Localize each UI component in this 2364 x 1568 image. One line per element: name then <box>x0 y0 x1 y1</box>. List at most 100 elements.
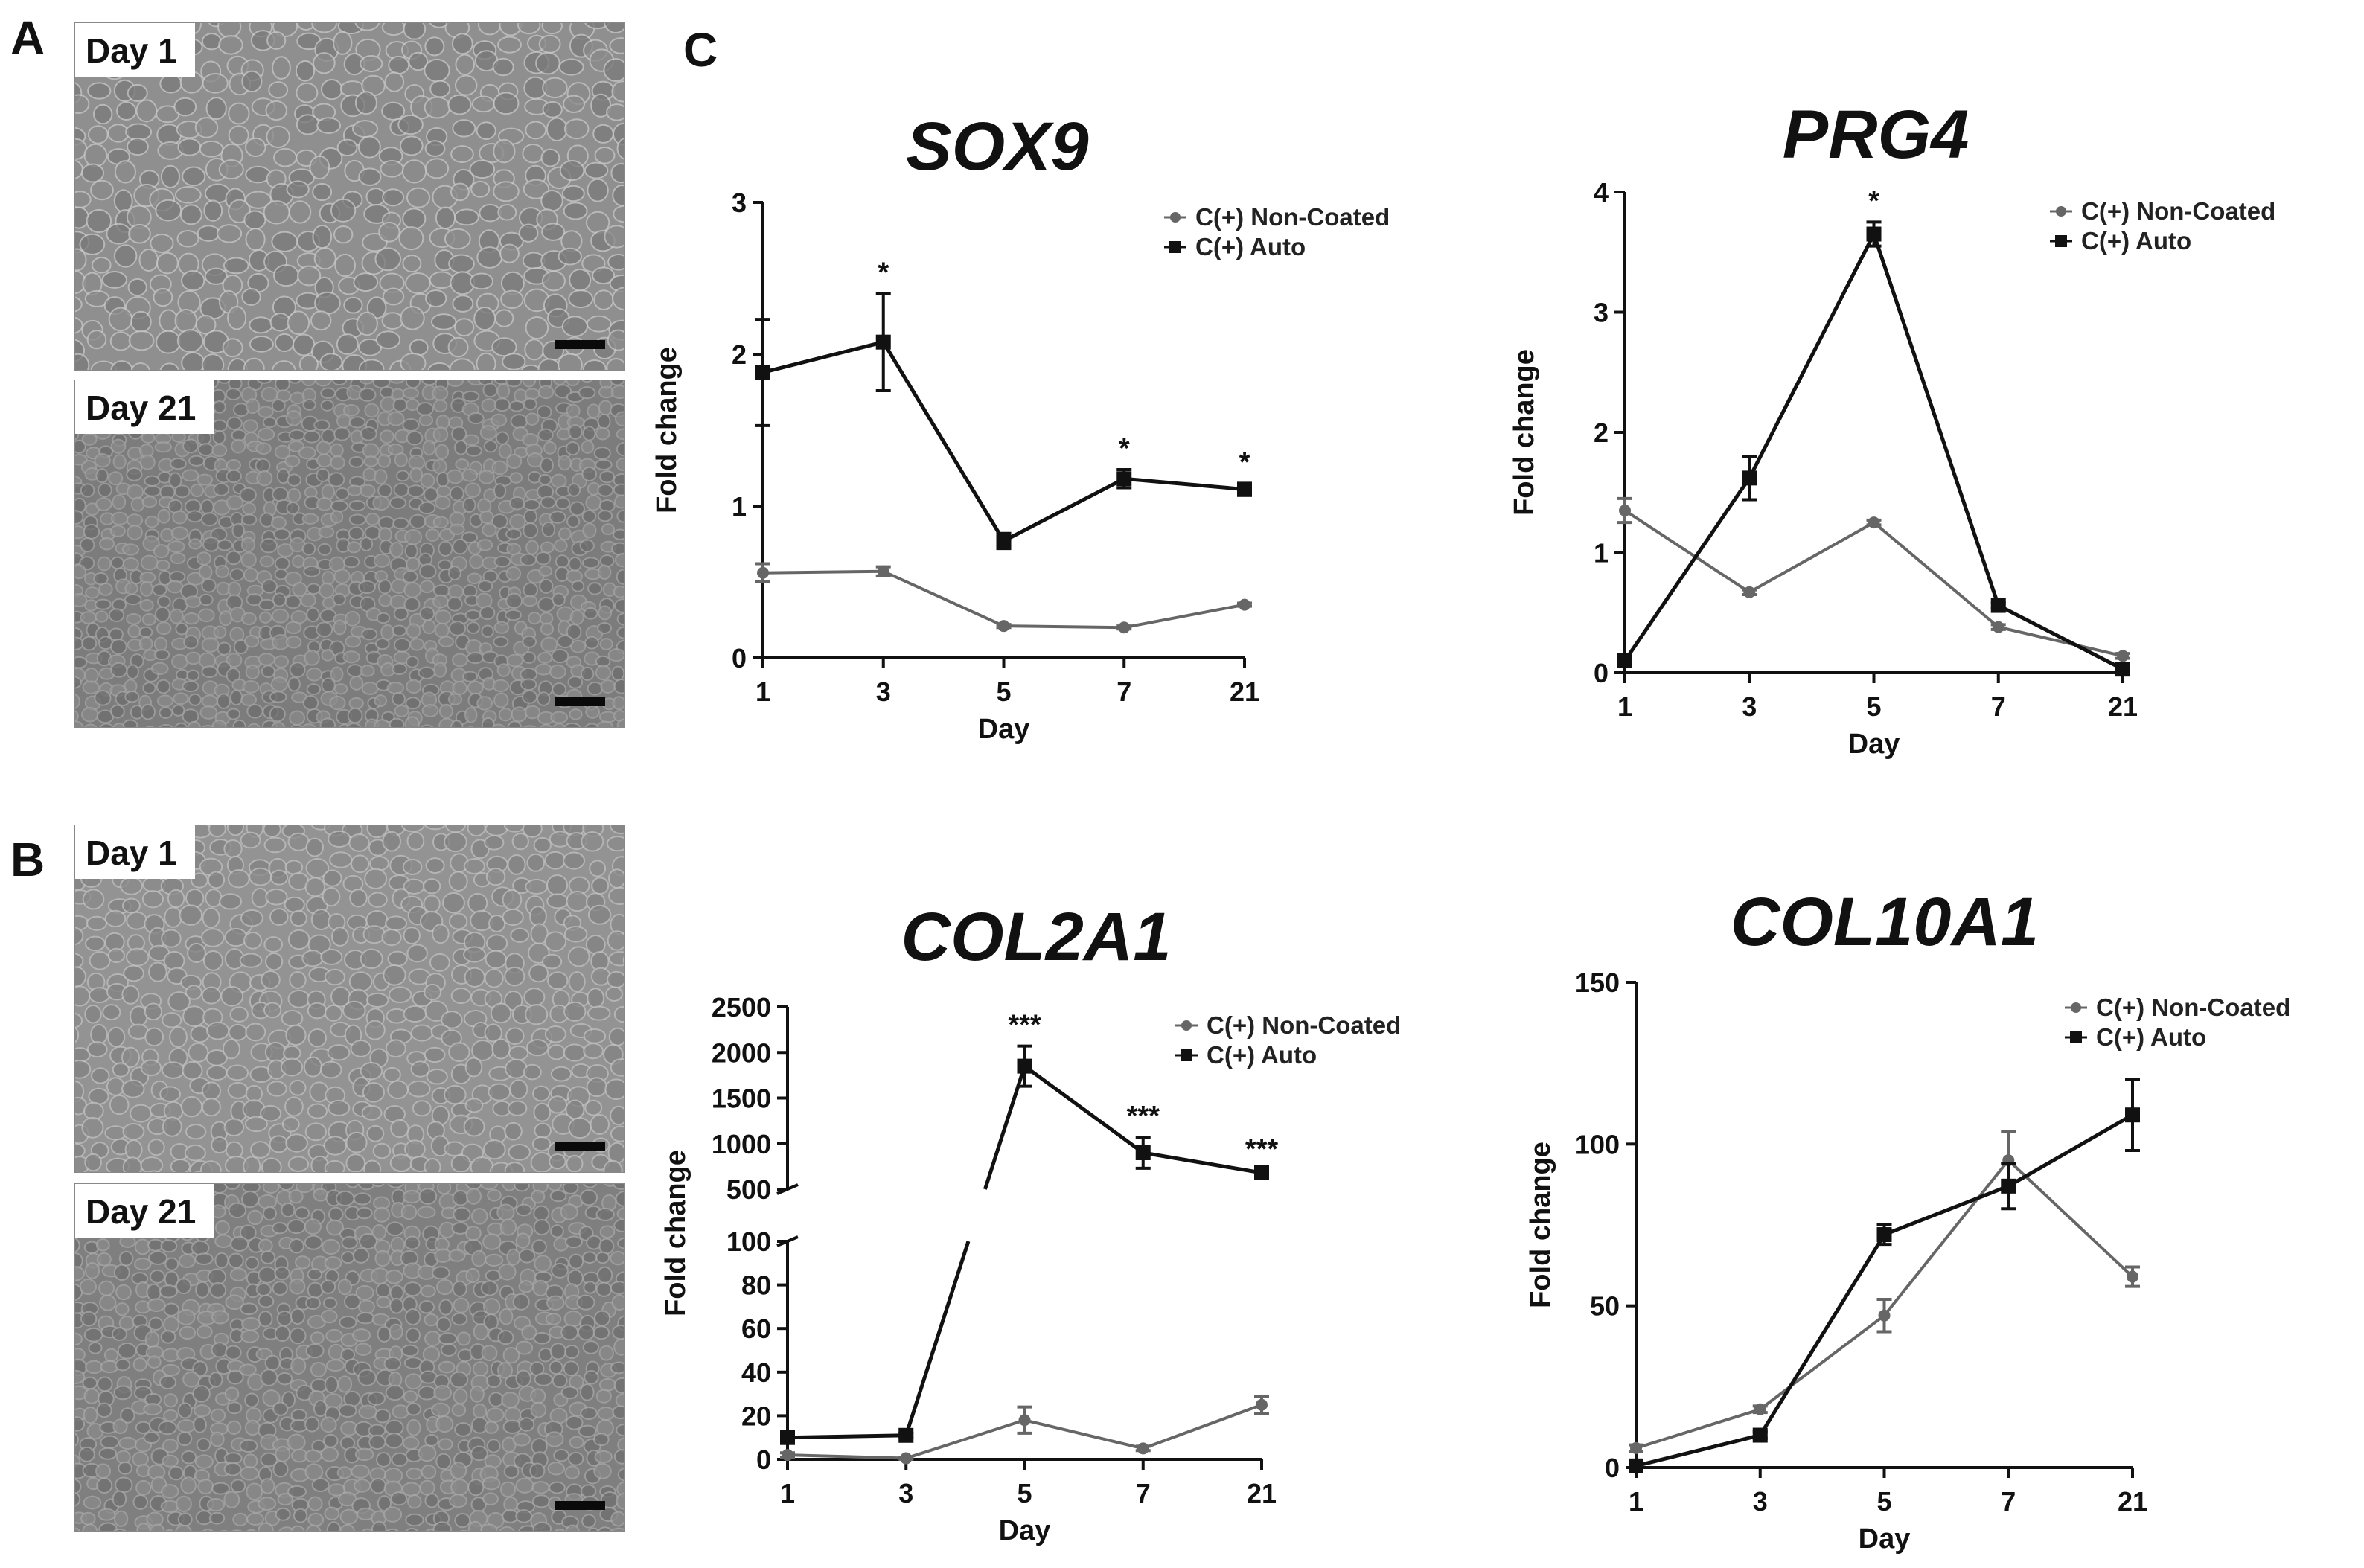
micrograph-b-day21: Day 21 <box>74 1183 625 1532</box>
data-point-circle <box>1118 621 1131 634</box>
x-tick-label: 21 <box>2108 691 2138 722</box>
x-tick-label: 3 <box>898 1478 913 1508</box>
legend-entry: C(+) Auto <box>2050 227 2191 255</box>
data-point-square <box>996 533 1012 548</box>
legend-label: C(+) Auto <box>2081 227 2191 255</box>
data-point-circle <box>757 566 769 579</box>
x-tick-label: 21 <box>1247 1478 1277 1508</box>
x-tick-label: 7 <box>1991 691 2006 722</box>
legend-marker-circle <box>2056 206 2066 217</box>
significance-marker: * <box>1119 433 1130 464</box>
data-point-square <box>1629 1458 1643 1473</box>
data-point-circle <box>1743 586 1756 598</box>
y-tick-label: 1500 <box>712 1084 771 1114</box>
x-tick-label: 1 <box>1617 691 1632 722</box>
x-tick-label: 5 <box>996 676 1011 707</box>
series-line-segment <box>1023 1064 1145 1155</box>
y-axis-label: Fold change <box>651 347 683 513</box>
series-line-segment <box>787 1453 907 1460</box>
y-tick-label: 1000 <box>712 1129 771 1159</box>
series-line-segment <box>787 1433 907 1440</box>
y-axis-label: Fold change <box>1509 349 1540 516</box>
data-point-square <box>1990 598 2006 613</box>
y-tick-label: 60 <box>741 1313 771 1344</box>
x-tick-label: 1 <box>780 1478 795 1508</box>
legend-marker-circle <box>1170 212 1181 223</box>
legend-entry: C(+) Non-Coated <box>2050 197 2275 225</box>
significance-marker: *** <box>1127 1101 1160 1132</box>
y-tick-label: 0 <box>1605 1453 1620 1483</box>
legend-entry: C(+) Auto <box>1175 1041 1317 1069</box>
series-line <box>1623 229 2124 671</box>
series-line <box>762 339 1245 544</box>
legend-marker-circle <box>1181 1020 1192 1031</box>
legend-entry: C(+) Auto <box>1164 233 1306 260</box>
data-point-square <box>898 1427 914 1443</box>
significance-marker: *** <box>1008 1010 1041 1041</box>
legend-entry: C(+) Non-Coated <box>1164 203 1390 231</box>
y-tick-label: 4 <box>1594 177 1609 208</box>
y-tick-label: 20 <box>741 1401 771 1431</box>
chart-title: SOX9 <box>906 109 1088 185</box>
data-point-circle <box>2117 650 2129 662</box>
chart-title: PRG4 <box>1783 97 1970 173</box>
data-point-circle <box>1992 621 2004 633</box>
significance-marker: *** <box>1245 1133 1279 1165</box>
micrograph-a-day1: Day 1 <box>74 22 625 371</box>
x-tick-label: 7 <box>2001 1486 2016 1517</box>
y-tick-label: 0 <box>732 643 747 673</box>
data-point-square <box>2125 1107 2140 1123</box>
y-tick-label: 2000 <box>712 1037 771 1068</box>
data-point-square <box>1135 1145 1151 1160</box>
data-point-square <box>1617 653 1632 668</box>
y-tick-label: 2 <box>732 339 747 370</box>
data-point-square <box>1116 471 1132 487</box>
x-tick-label: 7 <box>1136 1478 1151 1508</box>
data-point-square <box>875 334 891 350</box>
x-tick-label: 5 <box>1017 1478 1032 1508</box>
scale-bar <box>555 340 605 349</box>
y-axis-label: Fold change <box>1525 1142 1556 1308</box>
data-point-circle <box>877 565 889 577</box>
series-non-coated <box>780 1395 1269 1465</box>
series-auto <box>1617 220 2130 677</box>
data-point-circle <box>2127 1270 2138 1283</box>
series-line <box>1623 509 2124 658</box>
data-point-square <box>1742 470 1757 486</box>
data-point-circle <box>1630 1441 1642 1454</box>
micrograph-label: Day 1 <box>75 23 195 77</box>
series-line <box>1635 1113 2134 1468</box>
series-auto <box>780 1044 1269 1445</box>
y-tick-label: 500 <box>726 1174 771 1205</box>
x-tick-label: 3 <box>1742 691 1757 722</box>
data-point-circle <box>1239 598 1250 611</box>
y-tick-label: 2 <box>1594 417 1609 448</box>
series-non-coated <box>755 562 1252 634</box>
data-point-square <box>755 365 770 380</box>
x-tick-label: 3 <box>876 676 891 707</box>
series-line-segment <box>1024 1418 1144 1450</box>
data-point-square <box>2001 1178 2016 1194</box>
x-tick-label: 21 <box>2118 1486 2147 1517</box>
legend-label: C(+) Non-Coated <box>2096 993 2290 1021</box>
data-point-square <box>1866 226 1882 242</box>
y-axis-label: Fold change <box>660 1150 691 1316</box>
panel-letter-b: B <box>10 833 45 886</box>
micrograph-label: Day 21 <box>75 1184 214 1238</box>
y-tick-label: 50 <box>1590 1291 1620 1322</box>
chart-col10a1: COL10A1 0 50 100 150 1 3 5 7 21 Day Fold change C(+)… <box>1525 884 2290 1555</box>
y-tick-label: 1 <box>732 491 747 522</box>
y-tick-label: 100 <box>726 1226 771 1257</box>
data-point-circle <box>1137 1442 1149 1455</box>
significance-marker: * <box>878 257 889 288</box>
significance-marker: * <box>1868 185 1879 217</box>
data-point-square <box>780 1430 795 1445</box>
series-line-segment <box>904 1241 971 1436</box>
y-tick-label: 3 <box>1594 298 1609 328</box>
x-tick-label: 21 <box>1230 676 1259 707</box>
panel-letter-c: C <box>683 23 718 77</box>
micrograph-label: Day 1 <box>75 825 195 879</box>
